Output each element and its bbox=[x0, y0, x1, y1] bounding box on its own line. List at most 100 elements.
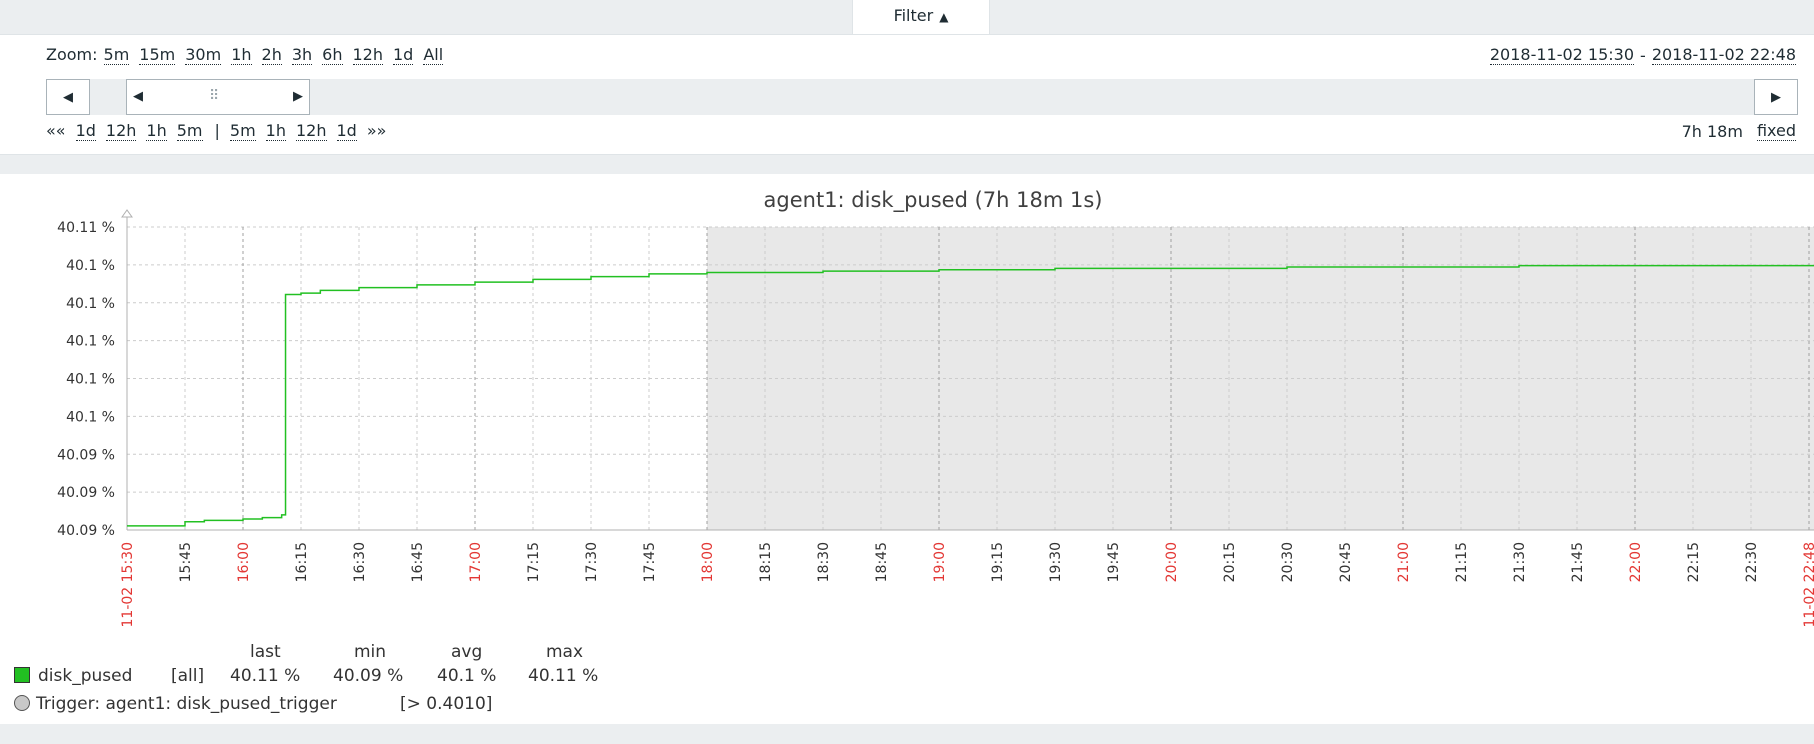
x-tick-label: 20:30 bbox=[1280, 542, 1296, 582]
time-shift-bar: «« 1d 12h 1h 5m | 5m 1h 12h 1d »» bbox=[46, 121, 387, 141]
period-mode-link[interactable]: fixed bbox=[1756, 121, 1796, 141]
y-tick-label: 40.1 % bbox=[66, 258, 115, 274]
y-tick-label: 40.09 % bbox=[57, 447, 115, 463]
zoom-15m[interactable]: 15m bbox=[139, 45, 176, 65]
x-tick-label: 17:15 bbox=[526, 542, 542, 582]
x-tick-label: 18:45 bbox=[874, 542, 890, 582]
legend-item-last: 40.11 % bbox=[230, 666, 301, 686]
y-tick-label: 40.11 % bbox=[57, 220, 115, 236]
x-tick-label: 16:15 bbox=[294, 542, 310, 582]
slider-right-handle-icon[interactable]: ▶ bbox=[293, 89, 303, 104]
x-tick-label: 17:45 bbox=[642, 542, 658, 582]
legend-header-avg: avg bbox=[451, 642, 483, 662]
legend-trigger bbox=[14, 694, 30, 714]
y-tick-label: 40.1 % bbox=[66, 372, 115, 388]
legend-item-func: [all] bbox=[171, 666, 205, 686]
x-tick-label: 11-02 22:48 bbox=[1802, 542, 1814, 627]
x-tick-label: 19:15 bbox=[990, 542, 1006, 582]
series-color-swatch bbox=[14, 667, 30, 683]
y-tick-label: 40.09 % bbox=[57, 523, 115, 539]
x-tick-label: 22:15 bbox=[1686, 542, 1702, 582]
shift-forward-5m[interactable]: 5m bbox=[229, 121, 256, 141]
legend-header-max: max bbox=[546, 642, 584, 662]
caret-right-icon: ▶ bbox=[1771, 89, 1781, 105]
filter-tab[interactable]: Filter ▲ bbox=[852, 0, 990, 34]
y-tick-label: 40.1 % bbox=[66, 334, 115, 350]
shift-back-all-link[interactable]: «« bbox=[46, 121, 66, 140]
filter-panel: Zoom: 5m 15m 30m 1h 2h 3h 6h 12h 1d All 2018-11-0… bbox=[0, 34, 1814, 155]
x-tick-label: 21:00 bbox=[1396, 542, 1412, 582]
scroll-left-button[interactable]: ◀ bbox=[46, 79, 90, 115]
zoom-6h[interactable]: 6h bbox=[322, 45, 343, 65]
range-separator: - bbox=[1640, 45, 1646, 65]
line-chart[interactable]: 40.11 % 40.1 % 40.1 % 40.1 % 40.1 % 40.1 % 40.… bbox=[0, 174, 1814, 644]
x-tick-label: 18:15 bbox=[758, 542, 774, 582]
slider-left-handle-icon[interactable]: ◀ bbox=[133, 89, 143, 104]
legend-trigger-condition: [> 0.4010] bbox=[400, 694, 493, 714]
shift-divider: | bbox=[214, 121, 220, 140]
collapse-arrow-icon: ▲ bbox=[939, 10, 949, 24]
graph-title: agent1: disk_pused (7h 18m 1s) bbox=[763, 188, 1103, 212]
x-tick-label: 16:45 bbox=[410, 542, 426, 582]
x-tick-label: 15:45 bbox=[178, 542, 194, 582]
x-tick-label: 22:00 bbox=[1628, 542, 1644, 582]
caret-left-icon: ◀ bbox=[63, 89, 73, 105]
legend-header-min: min bbox=[354, 642, 387, 662]
zoom-1d[interactable]: 1d bbox=[393, 45, 414, 65]
shift-back-1h[interactable]: 1h bbox=[146, 121, 167, 141]
x-tick-label: 16:30 bbox=[352, 542, 368, 582]
zoom-2h[interactable]: 2h bbox=[261, 45, 282, 65]
y-tick-label: 40.09 % bbox=[57, 485, 115, 501]
zoom-12h[interactable]: 12h bbox=[352, 45, 383, 65]
timeline-scrollbar[interactable]: ◀ ◀ ⠿ ▶ ▶ bbox=[46, 79, 1798, 115]
x-tick-label: 18:30 bbox=[816, 542, 832, 582]
timeline-slider[interactable]: ◀ ⠿ ▶ bbox=[126, 79, 310, 115]
zoom-5m[interactable]: 5m bbox=[103, 45, 130, 65]
shift-forward-all-link[interactable]: »» bbox=[366, 121, 387, 140]
legend-item bbox=[14, 666, 30, 686]
x-tick-label: 17:30 bbox=[584, 542, 600, 582]
x-tick-label: 21:45 bbox=[1570, 542, 1586, 582]
y-tick-label: 40.1 % bbox=[66, 296, 115, 312]
range-from-link[interactable]: 2018-11-02 15:30 bbox=[1489, 45, 1635, 65]
shift-forward-1h[interactable]: 1h bbox=[265, 121, 286, 141]
legend-item-max: 40.11 % bbox=[528, 666, 599, 686]
shift-back-12h[interactable]: 12h bbox=[105, 121, 137, 141]
x-tick-label: 20:45 bbox=[1338, 542, 1354, 582]
x-tick-label: 19:30 bbox=[1048, 542, 1064, 582]
scroll-right-button[interactable]: ▶ bbox=[1754, 79, 1798, 115]
graph-panel: agent1: disk_pused (7h 18m 1s) 40.11 % 40… bbox=[0, 174, 1814, 724]
legend-item-avg: 40.1 % bbox=[437, 666, 497, 686]
shift-back-5m[interactable]: 5m bbox=[176, 121, 203, 141]
zoom-30m[interactable]: 30m bbox=[185, 45, 222, 65]
x-tick-label: 22:30 bbox=[1744, 542, 1760, 582]
x-tick-label: 18:00 bbox=[700, 542, 716, 582]
filter-label: Filter bbox=[893, 6, 934, 25]
series-line-disk_pused[interactable] bbox=[127, 264, 1814, 527]
graph-legend: last min avg max disk_pused [all] 40.11 … bbox=[0, 642, 700, 724]
period-duration: 7h 18m bbox=[1681, 121, 1743, 141]
legend-item-name: disk_pused bbox=[38, 666, 133, 686]
zoom-label: Zoom: bbox=[46, 45, 98, 64]
y-tick-label: 40.1 % bbox=[66, 409, 115, 425]
x-tick-label: 21:15 bbox=[1454, 542, 1470, 582]
zoom-1h[interactable]: 1h bbox=[231, 45, 252, 65]
drag-grip-icon[interactable]: ⠿ bbox=[209, 88, 219, 104]
zoom-bar: Zoom: 5m 15m 30m 1h 2h 3h 6h 12h 1d All bbox=[46, 45, 453, 65]
time-range: 2018-11-02 15:30 - 2018-11-02 22:48 bbox=[1489, 45, 1796, 65]
range-to-link[interactable]: 2018-11-02 22:48 bbox=[1651, 45, 1796, 65]
zoom-3h[interactable]: 3h bbox=[291, 45, 313, 65]
x-tick-label: 20:00 bbox=[1164, 542, 1180, 582]
x-tick-label: 20:15 bbox=[1222, 542, 1238, 582]
legend-item-min: 40.09 % bbox=[333, 666, 404, 686]
shift-forward-12h[interactable]: 12h bbox=[296, 121, 327, 141]
shift-forward-1d[interactable]: 1d bbox=[336, 121, 357, 141]
x-tick-label: 19:00 bbox=[932, 542, 948, 582]
x-tick-label: 17:00 bbox=[468, 542, 484, 582]
zoom-All[interactable]: All bbox=[423, 45, 444, 65]
x-tick-label: 21:30 bbox=[1512, 542, 1528, 582]
legend-header-last: last bbox=[250, 642, 281, 662]
trigger-status-icon bbox=[14, 695, 30, 711]
shift-back-1d[interactable]: 1d bbox=[75, 121, 96, 141]
y-axis-arrow-icon bbox=[121, 209, 133, 218]
